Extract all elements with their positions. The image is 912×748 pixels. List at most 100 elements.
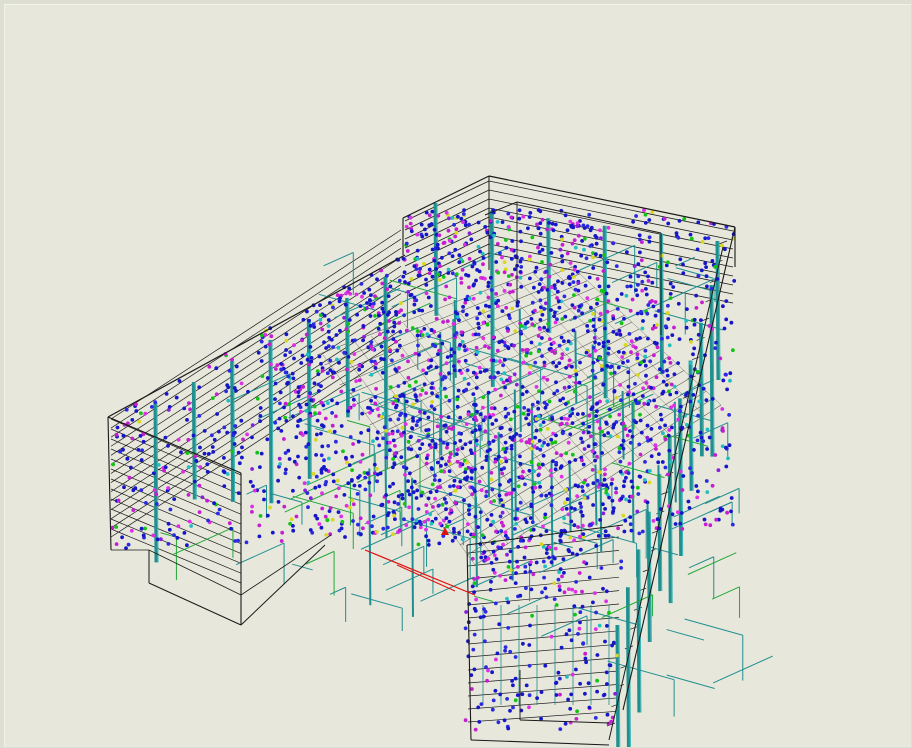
main-top-floor-line (488, 234, 734, 286)
sensor-point (154, 502, 159, 506)
sensor-point (477, 479, 482, 484)
sensor-point (469, 468, 474, 473)
sensor-point (634, 420, 638, 425)
pipe-segment (420, 576, 475, 602)
sensor-point (192, 479, 197, 484)
interior-floor-line (377, 314, 625, 436)
sensor-point (529, 340, 534, 345)
sensor-point (342, 493, 347, 497)
sensor-point (553, 467, 558, 472)
sensor-point (410, 517, 415, 521)
sensor-point (403, 280, 407, 284)
interior-grid-line (419, 316, 574, 502)
sensor-point (537, 462, 541, 467)
sensor-point (375, 479, 379, 484)
sensor-point (330, 517, 335, 522)
sensor-point (291, 488, 295, 493)
sensor-point (649, 454, 654, 459)
sensor-point (518, 454, 522, 459)
sensor-point (557, 361, 562, 365)
sensor-point (608, 663, 613, 668)
sensor-point (357, 378, 362, 383)
sensor-point (525, 348, 529, 352)
sensor-point (509, 257, 514, 261)
sensor-point (304, 408, 309, 413)
sensor-point (634, 288, 638, 292)
sensor-point (365, 471, 370, 476)
sensor-point (334, 450, 338, 455)
sensor-point (286, 374, 291, 379)
south-tower-floor-line (467, 630, 620, 645)
sensor-point (198, 465, 203, 469)
sensor-point (283, 415, 288, 420)
sensor-point (494, 557, 499, 561)
sensor-point (578, 547, 583, 552)
sensor-point (409, 229, 414, 234)
highlight-markers (364, 527, 476, 596)
sensor-point (345, 460, 349, 465)
sensor-point (714, 517, 719, 522)
main-roof-edge (488, 175, 736, 228)
3d-viewport[interactable] (4, 4, 911, 747)
sensor-point (536, 245, 540, 250)
sensor-point (386, 511, 391, 515)
sensor-point (484, 454, 489, 459)
sensor-point (593, 591, 597, 595)
pipe-segment (655, 404, 711, 421)
sensor-point (685, 307, 689, 311)
sensor-point (226, 398, 231, 403)
sensor-point (537, 480, 542, 485)
structural-column (667, 436, 672, 604)
sensor-point (404, 523, 409, 528)
sensor-point (647, 239, 652, 244)
sensor-point (303, 430, 308, 435)
sensor-point (162, 468, 167, 473)
sensor-point (379, 414, 384, 419)
sensor-point (406, 281, 411, 286)
sensor-point (669, 382, 674, 387)
sensor-point (475, 306, 480, 310)
sensor-point (506, 346, 511, 351)
sensor-point (536, 334, 541, 338)
sensor-point (511, 683, 515, 688)
sensor-point (614, 486, 618, 491)
sensor-point (598, 399, 602, 404)
sensor-point (579, 436, 583, 441)
sensor-point (642, 359, 646, 363)
sensor-point (488, 219, 493, 223)
sensor-point (570, 407, 575, 411)
sensor-point (611, 425, 616, 430)
sensor-point (659, 417, 664, 422)
sensor-point (404, 466, 409, 471)
sensor-point (581, 430, 586, 435)
sensor-point (455, 315, 460, 319)
building-wireframe-scene[interactable] (5, 5, 911, 747)
sensor-point (625, 359, 630, 363)
sensor-point (479, 702, 484, 706)
sensor-point (176, 437, 181, 442)
sensor-point (558, 692, 562, 697)
sensor-point (605, 399, 610, 403)
sensor-point (555, 289, 560, 294)
sensor-point (671, 285, 676, 289)
pipe-segment (474, 595, 494, 602)
sensor-point (393, 454, 397, 459)
sensor-point (313, 485, 318, 490)
sensor-point (609, 481, 614, 486)
sensor-point (412, 387, 417, 392)
sensor-point (368, 298, 372, 303)
sensor-point (647, 480, 652, 485)
sensor-point (379, 356, 383, 361)
sensor-point (492, 553, 497, 558)
sensor-point (545, 328, 550, 333)
sensor-point (703, 522, 708, 527)
sensor-point (603, 507, 607, 511)
sensor-point (461, 537, 465, 542)
sensor-point (597, 470, 602, 475)
sensor-point (120, 535, 124, 540)
sensor-point (508, 568, 513, 573)
sensor-point (452, 222, 456, 227)
sensor-point (449, 347, 454, 352)
sensor-point (326, 344, 331, 349)
sensor-point (292, 459, 297, 464)
